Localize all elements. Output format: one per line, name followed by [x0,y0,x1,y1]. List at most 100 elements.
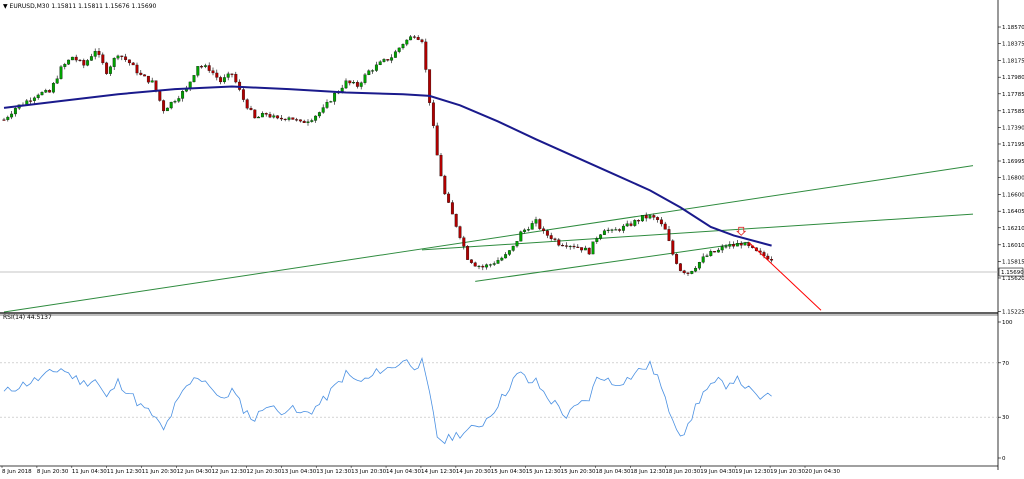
candle-body [545,230,549,236]
channel-line [475,241,749,282]
candle-body [675,254,679,264]
candle-body [496,260,500,264]
candle-body [29,100,33,102]
candle-body [682,270,686,274]
candle-body [412,36,416,38]
candle-body [466,246,470,260]
candle-body [321,107,325,113]
candle-body [724,246,728,248]
channel-line [3,165,974,313]
candle-body [59,66,63,79]
candle-body [694,267,698,272]
candle-body [534,219,538,224]
candle-body [420,39,424,43]
candle-body [618,229,622,231]
candle-body [268,114,272,118]
candle-body [610,229,614,231]
candle-body [549,235,553,239]
candle-body [181,91,185,99]
time-tick-label: 12 Jun 12:30 [211,469,246,475]
price-axis: 1.18570 1.18375 1.18175 1.17980 1.17785 1.175… [0,25,1024,316]
candle-body [602,230,606,235]
candle-body [492,263,496,265]
candle-body [477,265,481,268]
candle-body [701,256,705,263]
candle-body [238,81,242,90]
time-tick-label: 15 Jun 04:30 [491,469,526,475]
candle-body [568,245,572,248]
candle-body [485,264,489,268]
candle-body [659,219,663,225]
time-tick-label: 19 Jun 04:30 [700,469,735,475]
time-tick-label: 11 Jun 20:30 [142,469,177,475]
chart-header: ▼ EURUSD,M30 1.15811 1.15811 1.15676 1.1… [3,3,156,10]
time-tick-label: 14 Jun 20:30 [456,469,491,475]
candle-body [116,55,120,59]
time-tick-label: 15 Jun 12:30 [526,469,561,475]
candle-body [101,54,105,64]
time-tick-label: 20 Jun 04:30 [805,469,840,475]
candle-body [89,56,93,61]
candle-body [245,99,249,109]
menu-triangle-icon[interactable]: ▼ [3,3,8,10]
candle-body [443,175,447,195]
candle-body [511,245,515,251]
candle-body [766,255,770,260]
candle-body [371,70,375,72]
candle-body [177,98,181,102]
candle-body [515,241,519,247]
candle-body [720,246,724,251]
trend-channels [3,165,974,313]
candle-body [450,202,454,215]
candle-body [553,238,557,240]
time-tick-label: 13 Jun 12:30 [316,469,351,475]
candle-body [257,116,261,119]
candle-body [352,82,356,84]
price-tick-label: 1.16800 [1002,176,1024,182]
candle-body [108,66,112,74]
candle-body [13,108,17,115]
candle-body [48,90,52,93]
candle-body [253,109,257,119]
candle-body [728,244,732,247]
candle-body [374,64,378,71]
rsi-panel [0,356,998,445]
candle-body [587,247,591,255]
candle-body [462,237,466,247]
time-tick-label: 8 Jun 2018 [2,469,32,475]
candle-body [272,115,276,118]
candle-body [378,61,382,66]
candle-body [435,125,439,156]
candle-body [363,74,367,83]
candle-body [10,113,14,118]
candle-body [230,73,234,75]
time-tick-label: 13 Jun 20:30 [351,469,386,475]
candle-body [120,55,124,57]
candle-body [401,44,405,49]
candle-body [32,97,36,101]
candle-body [663,223,667,230]
candle-body [599,234,603,239]
price-tick-label: 1.16995 [1002,159,1024,165]
time-tick-label: 15 Jun 20:30 [561,469,596,475]
rsi-axis: 100 70 30 0 [998,320,1013,462]
price-tick-label: 1.16210 [1002,226,1024,232]
candle-body [542,228,546,231]
candle-body [652,215,656,218]
candle-body [538,219,542,229]
chart-frame [0,0,999,470]
time-tick-label: 14 Jun 04:30 [386,469,421,475]
candle-body [359,82,363,87]
candle-body [302,120,306,124]
time-tick-label: 12 Jun 04:30 [177,469,212,475]
candle-body [390,57,394,61]
candle-body [234,73,238,83]
candle-body [500,257,504,261]
candle-body [127,59,131,64]
candle-body [291,117,295,120]
candle-body [82,59,86,66]
candle-body [523,229,527,232]
candle-body [690,270,694,274]
time-tick-label: 19 Jun 20:30 [770,469,805,475]
